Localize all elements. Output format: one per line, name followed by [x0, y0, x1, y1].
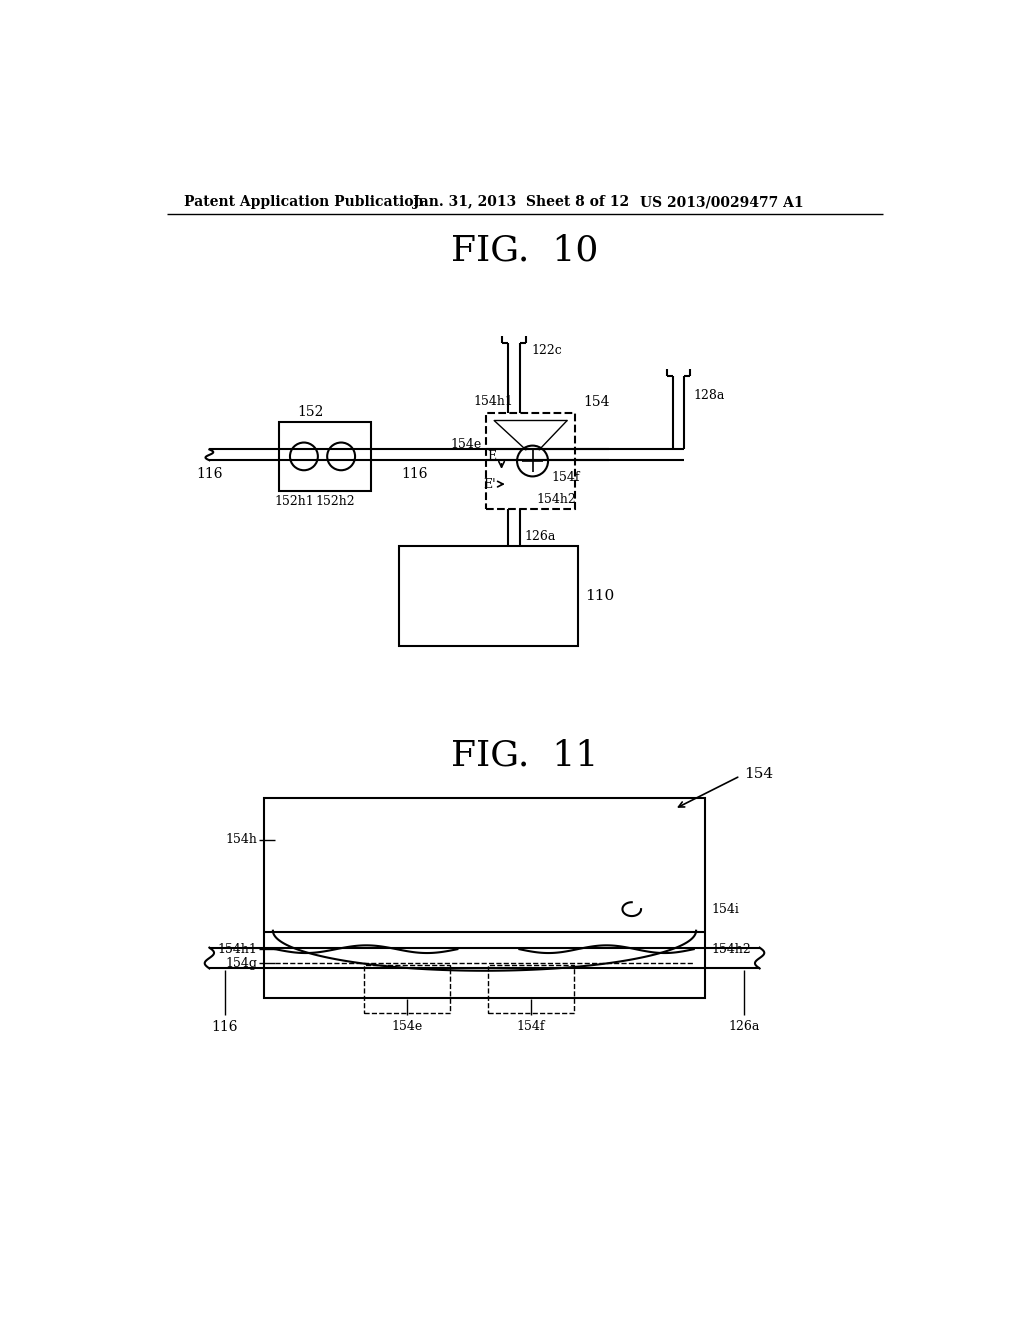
Text: 152h2: 152h2 — [315, 495, 354, 508]
Text: 116: 116 — [197, 467, 222, 480]
Bar — [280, 422, 371, 491]
Bar — [488, 965, 573, 1014]
Text: 126a: 126a — [728, 1020, 760, 1034]
Text: 116: 116 — [401, 467, 428, 480]
Text: E: E — [487, 450, 497, 463]
Bar — [399, 545, 578, 645]
Text: 126a: 126a — [524, 529, 555, 543]
Text: FIG.  10: FIG. 10 — [452, 234, 598, 268]
Text: 116: 116 — [212, 1020, 239, 1034]
Text: Patent Application Publication: Patent Application Publication — [183, 195, 424, 210]
Text: Jan. 31, 2013  Sheet 8 of 12: Jan. 31, 2013 Sheet 8 of 12 — [414, 195, 630, 210]
Text: 154e: 154e — [451, 438, 482, 451]
Text: 128a: 128a — [693, 389, 724, 403]
Bar — [263, 797, 706, 998]
Text: 110: 110 — [586, 589, 614, 603]
Text: US 2013/0029477 A1: US 2013/0029477 A1 — [640, 195, 803, 210]
Text: 154h1: 154h1 — [474, 395, 514, 408]
Text: 154h2: 154h2 — [537, 492, 577, 506]
Text: 154g: 154g — [225, 957, 257, 970]
Text: 154f: 154f — [517, 1020, 545, 1034]
Bar — [486, 412, 575, 508]
Text: 154h2: 154h2 — [712, 942, 752, 956]
Text: 154h: 154h — [225, 833, 257, 846]
Text: 152: 152 — [297, 405, 324, 420]
Bar — [365, 965, 450, 1014]
Text: E': E' — [483, 478, 497, 491]
Text: 154h1: 154h1 — [217, 942, 257, 956]
Text: 122c: 122c — [531, 345, 562, 358]
Text: 154e: 154e — [391, 1020, 423, 1034]
Text: 152h1: 152h1 — [274, 495, 314, 508]
Text: 154: 154 — [744, 767, 773, 781]
Text: 154: 154 — [583, 395, 609, 409]
Text: 154i: 154i — [712, 903, 739, 916]
Text: FIG.  11: FIG. 11 — [452, 739, 598, 774]
Text: 154f: 154f — [551, 471, 580, 484]
